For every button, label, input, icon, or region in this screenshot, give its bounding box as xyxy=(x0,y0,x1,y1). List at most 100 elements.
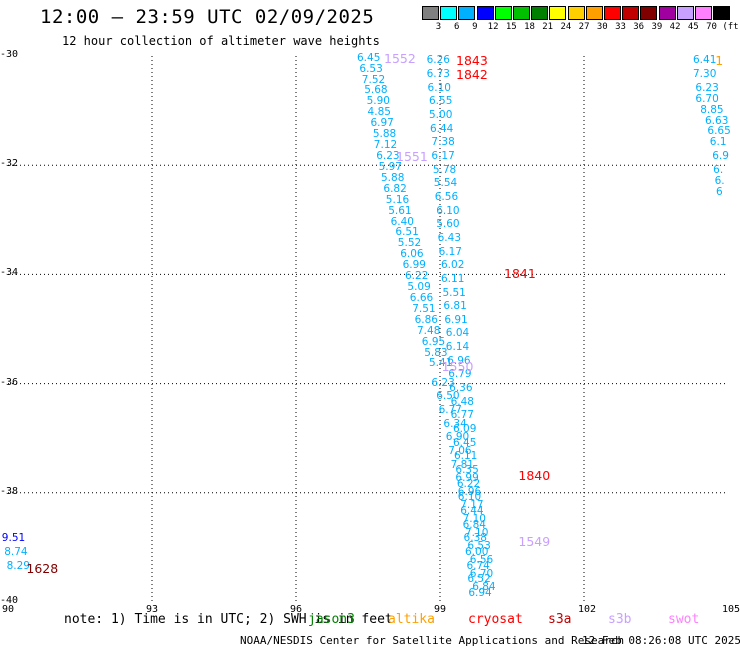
legend-swatch xyxy=(422,6,439,20)
wave-height-value: 6.44 xyxy=(429,122,454,135)
wave-height-value: 6.70 xyxy=(469,567,494,580)
legend-label: 21 xyxy=(542,22,554,32)
wave-height-value: 6.63 xyxy=(705,114,729,127)
legend-label: 70 xyxy=(706,22,717,32)
wave-height-value: 6.84 xyxy=(472,581,496,594)
wave-height-value: 5.83 xyxy=(424,346,448,359)
wave-height-value: 6. xyxy=(713,163,724,176)
wave-height-value: 8.85 xyxy=(700,103,724,116)
legend-swatch xyxy=(531,6,549,20)
wave-height-value: 6.55 xyxy=(429,95,453,108)
wave-height-value: 4.85 xyxy=(367,106,391,119)
wave-height-value: 6.10 xyxy=(427,81,451,94)
wave-height-value: 6.17 xyxy=(431,150,455,162)
legend-swatch xyxy=(549,6,567,20)
wave-height-value: 6.84 xyxy=(462,518,486,531)
wave-height-value: 6.35 xyxy=(455,463,479,476)
wave-height-value: 6.99 xyxy=(455,472,479,485)
legend-label: 39 xyxy=(651,22,663,32)
wave-height-value: 6.96 xyxy=(457,485,482,498)
wave-height-value: 6.10 xyxy=(457,491,482,504)
legend-swatch xyxy=(658,6,676,20)
wave-height-value: 7.17 xyxy=(460,499,484,512)
wave-height-value: 6.74 xyxy=(466,559,490,572)
wave-height-value: 7.10 xyxy=(462,513,486,526)
legend-label: 12 xyxy=(487,22,499,32)
wave-height-value: 7.51 xyxy=(412,302,436,315)
wave-height-value: 5.16 xyxy=(385,193,410,206)
wave-height-value: 6.65 xyxy=(707,125,731,138)
wave-height-value: 6.56 xyxy=(434,190,459,203)
generated-timestamp: 12 Feb 08:26:08 UTC 2025 xyxy=(582,634,740,647)
legend-unit: (ft) xyxy=(722,22,740,32)
wave-height-value: 6.22 xyxy=(456,477,481,490)
legend-swatch xyxy=(494,6,512,20)
wave-height-value: 6.99 xyxy=(402,259,426,272)
pass-time-label: 1628 xyxy=(26,561,59,577)
wave-height-value: 6.1 xyxy=(709,136,727,149)
wave-height-value: 5.61 xyxy=(388,204,412,217)
legend-label: 27 xyxy=(578,22,590,32)
legend-swatch xyxy=(440,6,458,20)
pass-time-label: 1551 xyxy=(396,149,428,164)
wave-height-value: 6.97 xyxy=(370,117,394,130)
pass-time-label: 1840 xyxy=(518,468,551,484)
footer-note: note: 1) Time is in UTC; 2) SWH is in fe… xyxy=(64,612,393,627)
wave-height-value: 6. xyxy=(714,174,725,187)
wave-height-value: 6.77 xyxy=(438,403,462,416)
legend-swatch xyxy=(513,6,530,20)
wave-height-value: 6.66 xyxy=(409,291,434,304)
lon-tick-label: 90 xyxy=(2,604,15,615)
wave-height-value: 5.68 xyxy=(364,84,388,97)
wave-height-value: 6.22 xyxy=(405,270,429,283)
satellite-label: swot xyxy=(668,612,700,627)
legend-swatch xyxy=(622,6,640,20)
wave-height-value: 6.41 xyxy=(693,54,717,67)
wave-height-value: 5.88 xyxy=(372,128,397,141)
wave-height-value: 6.82 xyxy=(383,182,407,195)
wave-height-value: 6.90 xyxy=(445,431,470,444)
wave-height-value: 6.17 xyxy=(438,245,462,258)
lon-tick-label: 99 xyxy=(434,604,447,615)
wave-height-value: 5.09 xyxy=(407,281,431,294)
wave-height-value: 6.86 xyxy=(414,313,438,326)
wave-height-value: 6.81 xyxy=(443,300,467,313)
wave-height-value: 5.78 xyxy=(432,163,457,176)
legend-label: 30 xyxy=(596,22,608,32)
map-plot-area xyxy=(8,56,728,602)
wave-height-value: 7.12 xyxy=(373,139,398,152)
satellite-label: jason3 xyxy=(308,612,355,627)
wave-height-value: 6.70 xyxy=(695,92,719,105)
wave-height-value: 6.79 xyxy=(448,368,472,381)
wave-height-value: 7.81 xyxy=(450,458,474,471)
legend-label: 6 xyxy=(453,22,460,32)
satellite-label: s3b xyxy=(608,612,632,627)
legend-swatch xyxy=(695,6,712,20)
wave-height-value: 6.43 xyxy=(437,231,462,244)
wave-height-value: 6.38 xyxy=(463,532,487,545)
wave-height-value: 6.23 xyxy=(431,376,455,389)
legend-label: 18 xyxy=(524,22,535,32)
legend-swatch xyxy=(604,6,621,20)
wave-height-value: 7.48 xyxy=(417,324,441,337)
satellite-label: altika xyxy=(388,612,435,627)
wave-height-value: 5.00 xyxy=(429,109,453,122)
legend-label: 15 xyxy=(505,22,517,32)
wave-height-value: 6.73 xyxy=(426,68,450,81)
wave-height-value: 5.88 xyxy=(381,171,405,184)
legend-swatch xyxy=(585,6,603,20)
wave-height-value: 6.52 xyxy=(467,573,491,586)
wave-height-value: 9.51 xyxy=(1,532,26,545)
lat-tick-label: -30 xyxy=(0,49,19,60)
wave-height-value: 6.23 xyxy=(376,150,400,162)
lon-tick-label: 105 xyxy=(722,604,740,615)
wave-height-value: 5.90 xyxy=(366,95,390,108)
map-title: 12:00 – 23:59 UTC 02/09/2025 xyxy=(40,6,375,28)
wave-height-value: 6.40 xyxy=(390,215,414,228)
wave-height-value: 6.9 xyxy=(712,150,729,162)
credit-line: NOAA/NESDIS Center for Satellite Applica… xyxy=(240,634,625,647)
wave-height-value: 6.45 xyxy=(453,436,477,449)
wave-height-value: 6.77 xyxy=(450,409,474,422)
legend-label: 9 xyxy=(472,22,478,32)
legend-label: 45 xyxy=(687,22,699,32)
